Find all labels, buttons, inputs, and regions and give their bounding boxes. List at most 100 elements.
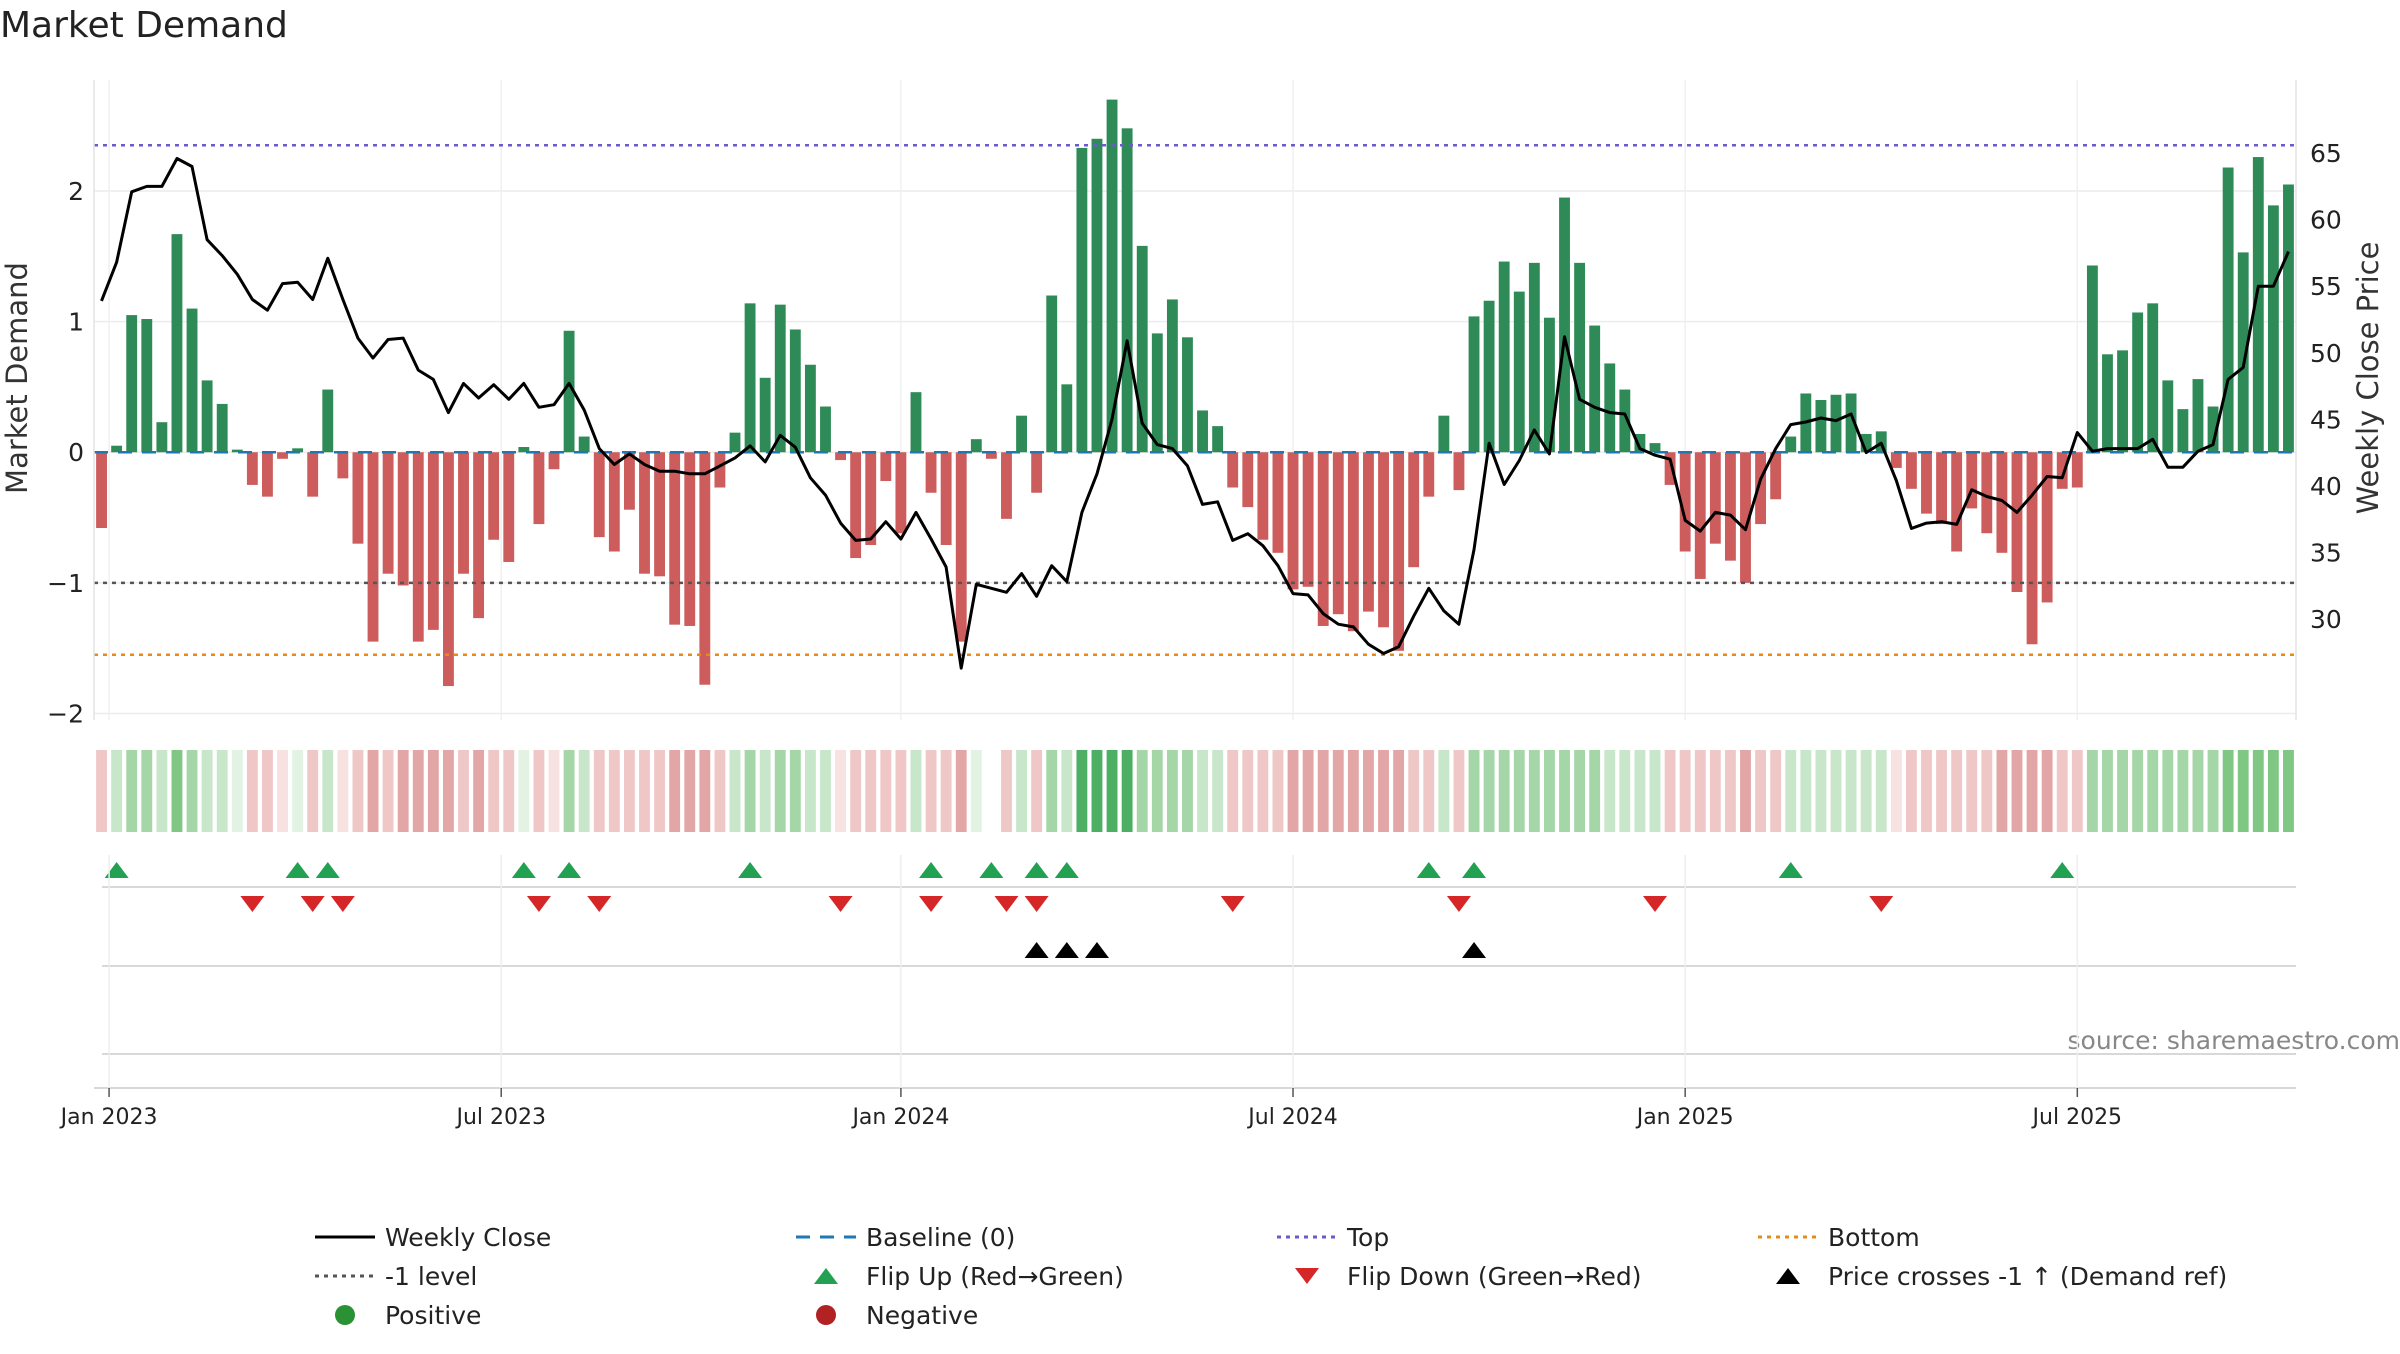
strip-cell [1273, 750, 1284, 832]
y2-tick-label: 65 [2310, 139, 2342, 168]
strip-cell [1604, 750, 1615, 832]
strip-cell [1438, 750, 1449, 832]
strip-cell [2132, 750, 2143, 832]
bar-positive [1604, 363, 1615, 452]
flip-down-marker [1025, 896, 1049, 912]
bar-negative [1454, 452, 1465, 490]
bar-positive [2283, 184, 2294, 452]
strip-cell [1107, 750, 1118, 832]
bar-positive [1167, 299, 1178, 452]
legend-label: Flip Up (Red→Green) [866, 1262, 1124, 1291]
bar-negative [533, 452, 544, 524]
flip-up-marker [105, 862, 129, 878]
bar-positive [2147, 303, 2158, 452]
flip-up-marker [1055, 862, 1079, 878]
bar-negative [1921, 452, 1932, 513]
y-axis-label: Market Demand [0, 262, 34, 494]
legend-item: Top [1277, 1223, 1389, 1252]
demand-color-strip [96, 750, 2294, 832]
flip-down-marker [1869, 896, 1893, 912]
bar-positive [1559, 198, 1570, 453]
bar-negative [549, 452, 560, 469]
bar-positive [2268, 205, 2279, 452]
bar-positive [579, 437, 590, 453]
strip-cell [775, 750, 786, 832]
bar-negative [1273, 452, 1284, 553]
reference-lines [94, 145, 2296, 654]
bar-negative [609, 452, 620, 551]
flip-down-marker [587, 896, 611, 912]
bar-negative [353, 452, 364, 543]
flip-up-marker [557, 862, 581, 878]
legend-label: Bottom [1828, 1223, 1920, 1252]
bar-positive [1212, 426, 1223, 452]
bar-negative [1303, 452, 1314, 587]
flip-up-marker [738, 862, 762, 878]
strip-cell [1046, 750, 1057, 832]
bar-positive [971, 439, 982, 452]
x-tick-label: Jul 2023 [454, 1105, 546, 1130]
price-cross-marker [1462, 942, 1486, 958]
price-cross-marker [1055, 942, 1079, 958]
bar-negative [1695, 452, 1706, 579]
strip-cell [1981, 750, 1992, 832]
demand-bars [96, 100, 2294, 686]
flip-down-marker [331, 896, 355, 912]
bar-positive [1785, 437, 1796, 453]
y2-axis-label: Weekly Close Price [2351, 242, 2385, 515]
strip-cell [1167, 750, 1178, 832]
y-tick-label: 2 [68, 177, 84, 206]
strip-cell [1876, 750, 1887, 832]
bar-negative [488, 452, 499, 540]
strip-cell [1469, 750, 1480, 832]
strip-cell [1242, 750, 1253, 832]
bar-negative [714, 452, 725, 487]
strip-cell [730, 750, 741, 832]
strip-cell [956, 750, 967, 832]
y-tick-label: 1 [68, 308, 84, 337]
strip-cell [1966, 750, 1977, 832]
y2-tick-label: 40 [2310, 472, 2342, 501]
strip-cell [684, 750, 695, 832]
legend-item: Bottom [1758, 1223, 1920, 1252]
bar-negative [669, 452, 680, 624]
flip-up-marker [1025, 862, 1049, 878]
bar-positive [1182, 337, 1193, 452]
bar-negative [880, 452, 891, 481]
bar-negative [503, 452, 514, 562]
legend-swatch [814, 1268, 838, 1284]
strip-cell [2223, 750, 2234, 832]
flip-down-marker [829, 896, 853, 912]
strip-cell [1197, 750, 1208, 832]
strip-cell [579, 750, 590, 832]
strip-cell [1016, 750, 1027, 832]
bar-negative [1408, 452, 1419, 567]
strip-cell [217, 750, 228, 832]
bar-negative [1891, 452, 1902, 468]
strip-cell [911, 750, 922, 832]
strip-cell [2238, 750, 2249, 832]
strip-cell [926, 750, 937, 832]
strip-cell [2072, 750, 2083, 832]
strip-cell [2283, 750, 2294, 832]
bar-positive [1514, 292, 1525, 453]
x-tick-label: Jul 2024 [1246, 1105, 1338, 1130]
strip-cell [1785, 750, 1796, 832]
bar-negative [307, 452, 318, 496]
flip-down-marker [1643, 896, 1667, 912]
bar-positive [745, 303, 756, 452]
bar-negative [2027, 452, 2038, 644]
bar-negative [1257, 452, 1268, 540]
strip-cell [2193, 750, 2204, 832]
strip-cell [368, 750, 379, 832]
bar-positive [820, 407, 831, 453]
bar-positive [1152, 333, 1163, 452]
strip-cell [1740, 750, 1751, 832]
bar-positive [2132, 312, 2143, 452]
legend-item: Negative [816, 1301, 978, 1330]
strip-cell [1514, 750, 1525, 832]
x-tick-label: Jan 2023 [59, 1105, 158, 1130]
strip-cell [2027, 750, 2038, 832]
